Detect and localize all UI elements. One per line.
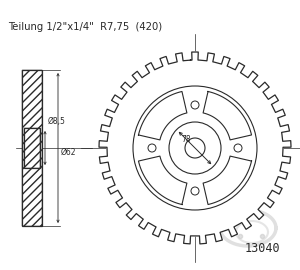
Bar bbox=[24, 128, 40, 168]
Text: 13040: 13040 bbox=[244, 241, 280, 255]
Text: Teilung 1/2"x1/4"  R7,75  (420): Teilung 1/2"x1/4" R7,75 (420) bbox=[8, 22, 162, 32]
Text: 78: 78 bbox=[182, 135, 191, 144]
Bar bbox=[22, 70, 42, 226]
Polygon shape bbox=[99, 52, 291, 244]
Polygon shape bbox=[203, 156, 251, 204]
Circle shape bbox=[191, 187, 199, 195]
Bar bbox=[24, 128, 40, 168]
Bar bbox=[22, 70, 42, 226]
Polygon shape bbox=[139, 156, 187, 204]
Circle shape bbox=[169, 122, 221, 174]
Circle shape bbox=[234, 144, 242, 152]
Circle shape bbox=[185, 138, 205, 158]
Polygon shape bbox=[203, 92, 251, 140]
Text: Ø62: Ø62 bbox=[61, 147, 76, 157]
Circle shape bbox=[191, 101, 199, 109]
Text: Ø8,5: Ø8,5 bbox=[48, 117, 66, 126]
Circle shape bbox=[133, 86, 257, 210]
Polygon shape bbox=[139, 92, 187, 140]
Circle shape bbox=[148, 144, 156, 152]
